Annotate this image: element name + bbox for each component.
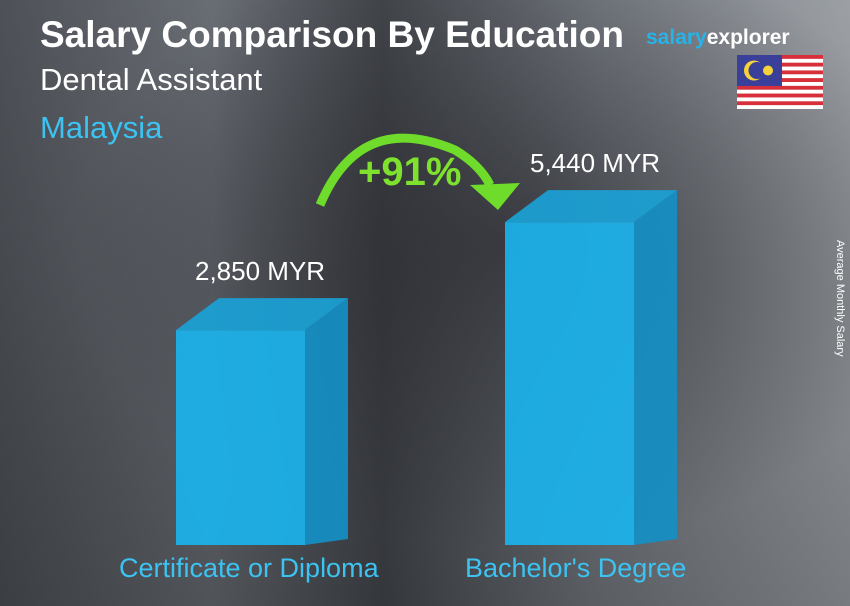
y-axis-label: Average Monthly Salary [834,240,846,357]
bar-side-0 [305,298,348,545]
logo[interactable]: salaryexplorer [646,26,790,49]
value-label-1: 5,440 MYR [530,148,661,179]
value-label-0: 2,850 MYR [195,256,326,287]
bar-top-0 [176,298,348,331]
bar-front-0 [176,330,305,545]
percent-increase: +91% [358,150,462,194]
country: Malaysia [40,110,163,145]
job-title: Dental Assistant [40,62,263,97]
category-label-1: Bachelor's Degree [465,553,687,583]
increase-arrow [315,133,495,207]
arrow-head [470,183,520,210]
bar-top-1 [505,190,677,223]
bar-front-1 [505,222,634,546]
malaysia-flag [737,55,823,109]
category-label-0: Certificate or Diploma [119,553,379,583]
chart-title: Salary Comparison By Education [40,14,624,55]
bar-side-1 [634,190,677,546]
